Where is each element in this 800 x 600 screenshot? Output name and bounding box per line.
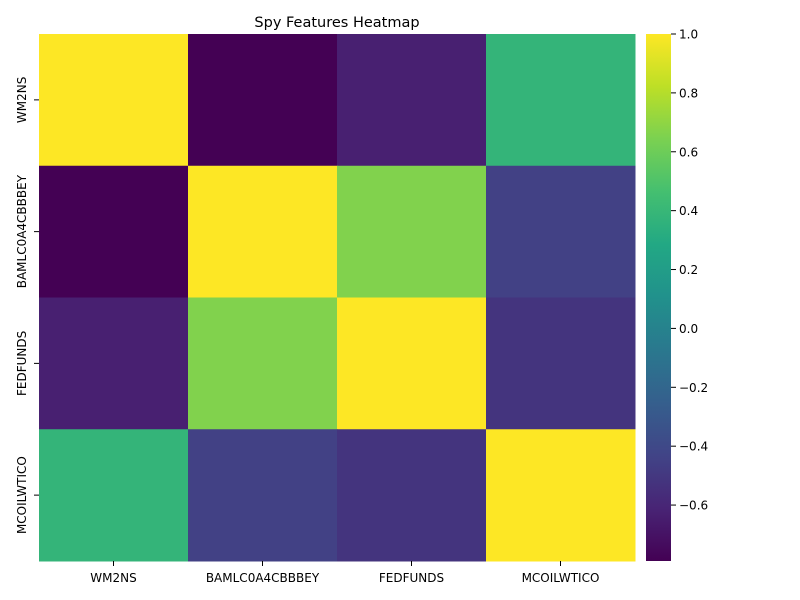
colorbar-tick-label: −0.2	[679, 381, 708, 395]
x-tick-label: WM2NS	[90, 571, 136, 585]
colorbar-tick-label: 0.8	[679, 86, 698, 100]
heatmap-cell	[188, 297, 338, 430]
colorbar-ticks: 1.0 0.8 0.6 0.4 0.2 0.0 −0.2 −0.4 −0.6	[671, 28, 708, 513]
colorbar-tick-label: −0.4	[679, 440, 708, 454]
heatmap-cell	[486, 34, 636, 167]
heatmap-cell	[337, 34, 487, 167]
chart-title: Spy Features Heatmap	[254, 15, 419, 31]
x-axis: WM2NS BAMLC0A4CBBBEY FEDFUNDS MCOILWTICO	[90, 561, 599, 585]
colorbar-tick-label: −0.6	[679, 499, 708, 513]
heatmap-cell	[39, 297, 189, 430]
heatmap-cells	[39, 34, 636, 562]
colorbar-tick-label: 0.2	[679, 263, 698, 277]
heatmap-cell	[486, 165, 636, 298]
y-tick-label: WM2NS	[15, 77, 29, 123]
heatmap-cell	[188, 34, 338, 167]
colorbar-tick-label: 1.0	[679, 28, 698, 42]
heatmap-cell	[39, 34, 189, 167]
heatmap-cell	[39, 429, 189, 562]
colorbar-tick-label: 0.4	[679, 204, 698, 218]
heatmap-cell	[337, 429, 487, 562]
colorbar-tick-label: 0.6	[679, 145, 698, 159]
y-tick-label: MCOILWTICO	[15, 456, 29, 534]
y-axis: WM2NS BAMLC0A4CBBBEY FEDFUNDS MCOILWTICO	[15, 77, 39, 534]
y-tick-label: BAMLC0A4CBBBEY	[15, 174, 29, 288]
colorbar-tick-label: 0.0	[679, 322, 698, 336]
heatmap-cell	[188, 429, 338, 562]
colorbar	[646, 34, 671, 561]
y-tick-label: FEDFUNDS	[15, 331, 29, 396]
x-tick-label: BAMLC0A4CBBBEY	[206, 571, 320, 585]
heatmap-cell	[188, 165, 338, 298]
heatmap-cell	[486, 429, 636, 562]
heatmap-cell	[337, 165, 487, 298]
heatmap-cell	[486, 297, 636, 430]
x-tick-label: MCOILWTICO	[522, 571, 600, 585]
heatmap-cell	[337, 297, 487, 430]
heatmap-cell	[39, 165, 189, 298]
x-tick-label: FEDFUNDS	[379, 571, 444, 585]
